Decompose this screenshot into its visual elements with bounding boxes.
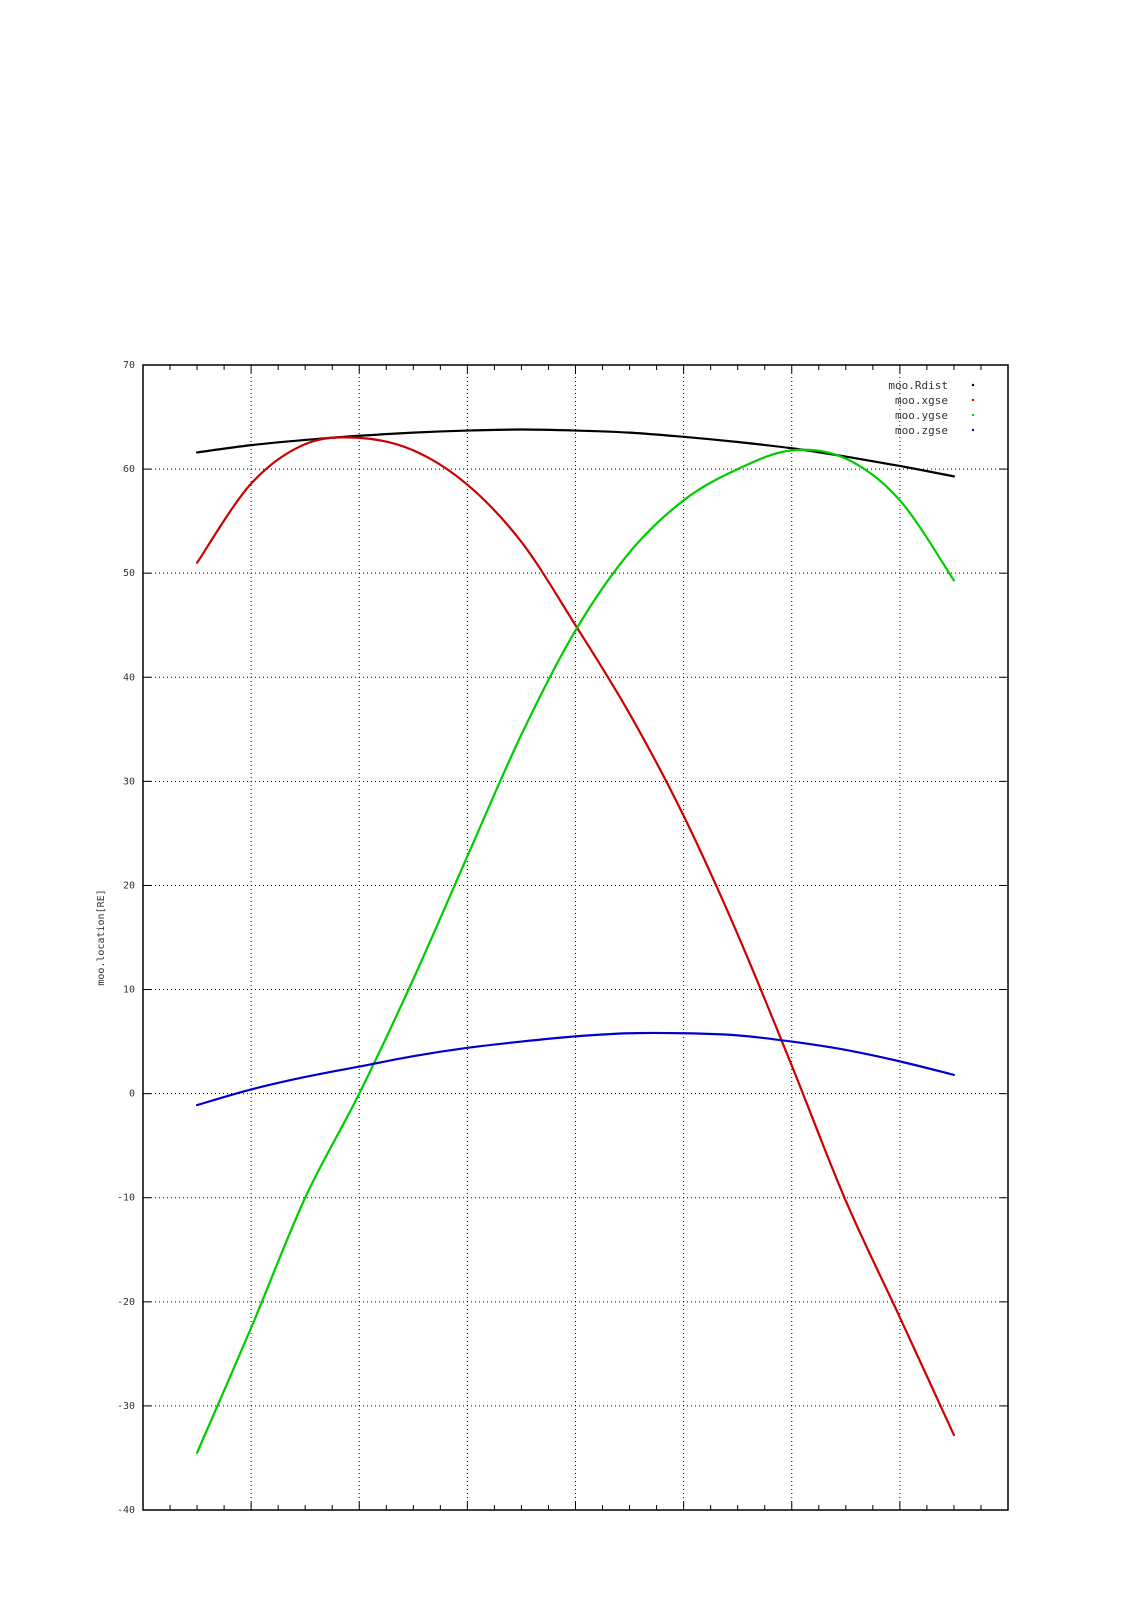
legend-marker <box>971 413 975 417</box>
y-tick-label: -10 <box>117 1193 135 1204</box>
y-tick-label: 30 <box>123 776 135 787</box>
y-tick-label: 40 <box>123 672 135 683</box>
legend: moo.Rdist moo.xgse moo.ygse moo.zgse <box>888 379 975 437</box>
y-tick-label: 70 <box>123 360 135 371</box>
y-tick-label: 20 <box>123 880 135 891</box>
legend-label: moo.xgse <box>895 394 948 407</box>
y-tick-label: -40 <box>117 1505 135 1516</box>
series-line-moo-xgse <box>195 436 956 1437</box>
legend-marker <box>971 428 975 432</box>
legend-label: moo.zgse <box>895 424 948 437</box>
y-tick-label: -20 <box>117 1297 135 1308</box>
y-axis-label: moo.location[RE] <box>96 889 107 985</box>
y-tick-label: 60 <box>123 464 135 475</box>
y-tick-label: 0 <box>129 1089 135 1100</box>
y-tick-label: 10 <box>123 985 135 996</box>
y-tick-label: 50 <box>123 568 135 579</box>
legend-label: moo.ygse <box>895 409 948 422</box>
series-line-moo-ygse <box>195 448 956 1454</box>
plot-series <box>195 428 956 1454</box>
grid <box>143 365 1008 1510</box>
legend-marker <box>971 398 975 402</box>
series-line-moo-zgse <box>195 1031 956 1107</box>
y-tick-labels: -40 -30 -20 -10 0 10 20 30 40 50 60 70 <box>117 360 135 1516</box>
y-tick-label: -30 <box>117 1401 135 1412</box>
plot-frame <box>142 364 1009 1511</box>
legend-label: moo.Rdist <box>888 379 948 392</box>
legend-marker <box>971 383 975 387</box>
